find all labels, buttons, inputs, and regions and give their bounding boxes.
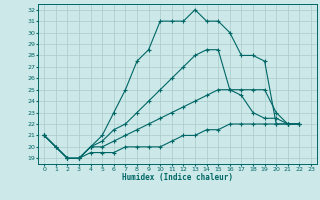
X-axis label: Humidex (Indice chaleur): Humidex (Indice chaleur): [122, 173, 233, 182]
